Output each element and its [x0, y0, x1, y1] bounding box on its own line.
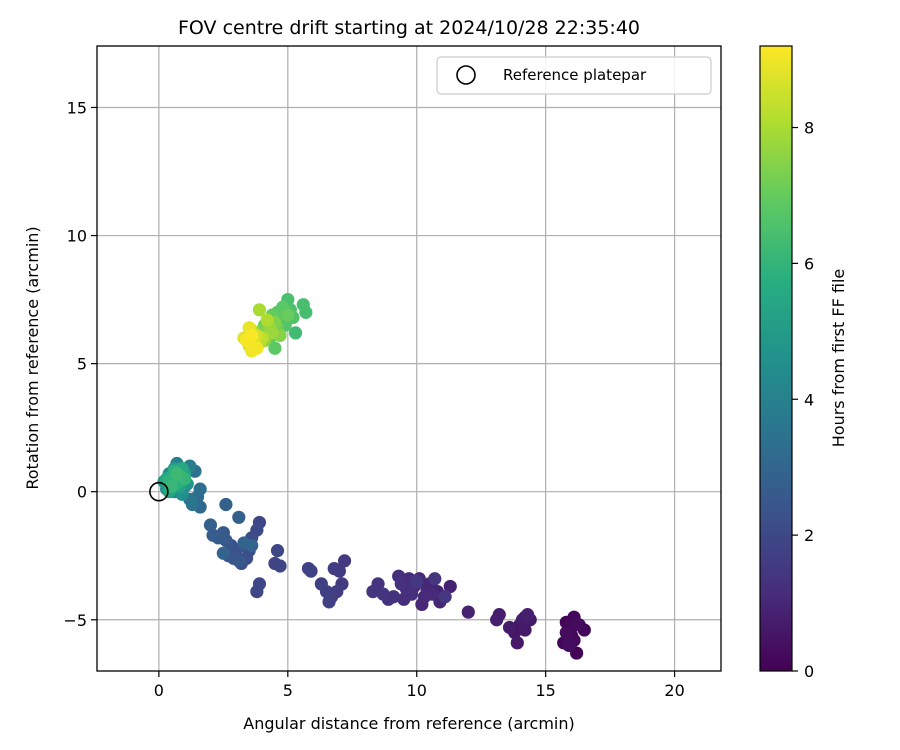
- colorbar-frame: [759, 45, 793, 672]
- plot-frame: [96, 45, 722, 672]
- y-tick-label: 10: [67, 227, 87, 246]
- data-point: [559, 625, 573, 640]
- x-axis-label: Angular distance from reference (arcmin): [243, 714, 574, 733]
- colorbar: 0 2 4 6 8 Hours from first FF file: [759, 45, 848, 681]
- data-point: [232, 510, 246, 524]
- data-point: [170, 467, 184, 481]
- colorbar-tick-label: 4: [804, 390, 814, 409]
- x-tick-label: 10: [407, 681, 427, 700]
- data-point: [366, 584, 380, 599]
- data-point: [206, 528, 220, 542]
- data-points: [157, 292, 591, 660]
- colorbar-ticks: 0 2 4 6 8: [792, 119, 814, 681]
- x-tick-label: 0: [154, 681, 164, 700]
- x-axis-ticks: 0 5 10 15 20: [154, 671, 685, 700]
- data-point: [314, 577, 328, 591]
- x-tick-label: 20: [664, 681, 684, 700]
- y-tick-label: 15: [67, 98, 87, 117]
- data-point: [410, 574, 424, 588]
- data-point: [296, 298, 310, 312]
- colorbar-label: Hours from first FF file: [829, 269, 848, 448]
- data-point: [193, 482, 207, 496]
- data-point: [521, 608, 535, 622]
- data-point: [510, 636, 524, 650]
- data-point: [562, 638, 576, 652]
- data-point: [265, 326, 279, 340]
- colorbar-tick-label: 0: [804, 662, 814, 681]
- reference-platepar-marker: [149, 481, 169, 502]
- data-point: [327, 561, 341, 576]
- data-point: [301, 561, 316, 576]
- data-point: [428, 572, 442, 586]
- data-point: [245, 328, 259, 343]
- data-point: [250, 584, 264, 599]
- data-point: [250, 341, 264, 355]
- data-point: [268, 341, 282, 355]
- data-point: [322, 595, 336, 609]
- data-point: [281, 308, 295, 322]
- data-point: [232, 554, 246, 568]
- legend-marker-icon: [456, 65, 476, 85]
- data-point: [490, 613, 504, 627]
- data-point: [376, 587, 390, 601]
- data-point: [203, 518, 218, 532]
- data-point: [461, 605, 475, 619]
- data-point: [260, 313, 274, 327]
- data-point: [288, 326, 303, 340]
- y-axis-label: Rotation from reference (arcmin): [23, 226, 42, 489]
- colorbar-tick-label: 6: [804, 254, 814, 273]
- data-point: [245, 538, 259, 553]
- colorbar-tick-label: 2: [804, 526, 814, 545]
- data-point: [252, 303, 267, 317]
- x-tick-label: 5: [283, 681, 293, 700]
- y-axis-ticks: −5 0 5 10 15: [63, 98, 97, 630]
- data-point: [337, 554, 352, 568]
- legend-box: [436, 56, 712, 95]
- y-tick-label: 5: [77, 355, 87, 374]
- colorbar-gradient: [760, 46, 792, 671]
- chart-title: FOV centre drift starting at 2024/10/28 …: [178, 17, 640, 39]
- data-point: [216, 546, 230, 560]
- data-point: [417, 590, 432, 604]
- legend-label: Reference platepar: [503, 66, 647, 84]
- data-point: [219, 497, 233, 512]
- y-tick-label: −5: [63, 611, 87, 630]
- y-tick-label: 0: [77, 483, 87, 502]
- data-point: [270, 544, 285, 558]
- data-point: [268, 556, 282, 571]
- data-point: [443, 579, 457, 594]
- data-point: [394, 577, 408, 591]
- legend: Reference platepar: [436, 56, 712, 95]
- colorbar-tick-label: 8: [804, 119, 814, 138]
- data-point: [438, 590, 452, 604]
- data-point: [502, 620, 517, 635]
- data-point: [518, 623, 532, 637]
- x-tick-label: 15: [535, 681, 555, 700]
- data-point: [572, 618, 586, 632]
